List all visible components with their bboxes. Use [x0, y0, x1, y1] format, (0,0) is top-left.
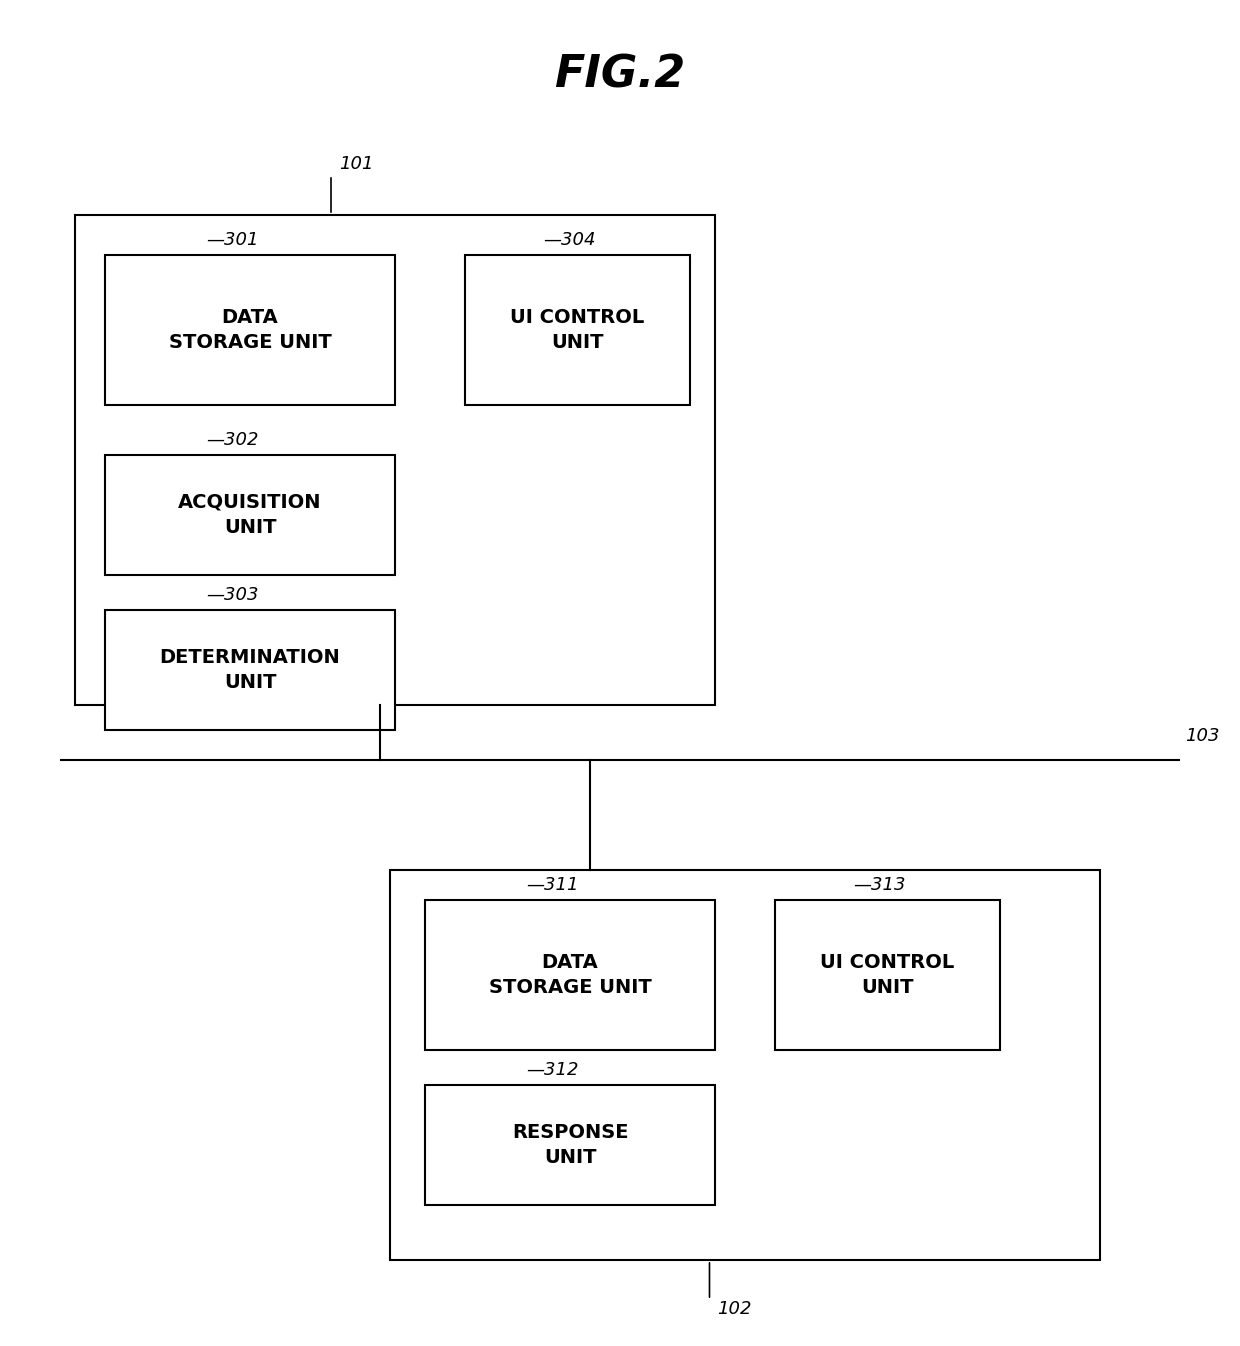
Text: —303: —303 [207, 586, 259, 604]
Text: DATA
STORAGE UNIT: DATA STORAGE UNIT [169, 308, 331, 353]
Bar [74, 215, 715, 705]
Bar [425, 900, 715, 1050]
Bar [105, 455, 396, 575]
Text: UI CONTROL
UNIT: UI CONTROL UNIT [511, 308, 645, 353]
Bar [391, 870, 1100, 1260]
Text: FIG.2: FIG.2 [554, 54, 686, 97]
Text: —311: —311 [527, 876, 579, 894]
Text: ACQUISITION
UNIT: ACQUISITION UNIT [179, 493, 321, 537]
Text: DETERMINATION
UNIT: DETERMINATION UNIT [160, 647, 340, 692]
Text: —304: —304 [544, 232, 596, 249]
Bar [105, 610, 396, 730]
Text: UI CONTROL
UNIT: UI CONTROL UNIT [821, 953, 955, 997]
Text: 101: 101 [339, 155, 373, 174]
Text: DATA
STORAGE UNIT: DATA STORAGE UNIT [489, 953, 651, 997]
Text: —302: —302 [207, 431, 259, 450]
Text: 102: 102 [718, 1300, 751, 1318]
Bar [465, 254, 689, 405]
Text: —313: —313 [854, 876, 906, 894]
Text: —312: —312 [527, 1061, 579, 1079]
Text: 103: 103 [1185, 727, 1219, 744]
Bar [425, 1085, 715, 1205]
Bar [105, 254, 396, 405]
Text: RESPONSE
UNIT: RESPONSE UNIT [512, 1123, 629, 1167]
Bar [775, 900, 999, 1050]
Text: —301: —301 [207, 232, 259, 249]
